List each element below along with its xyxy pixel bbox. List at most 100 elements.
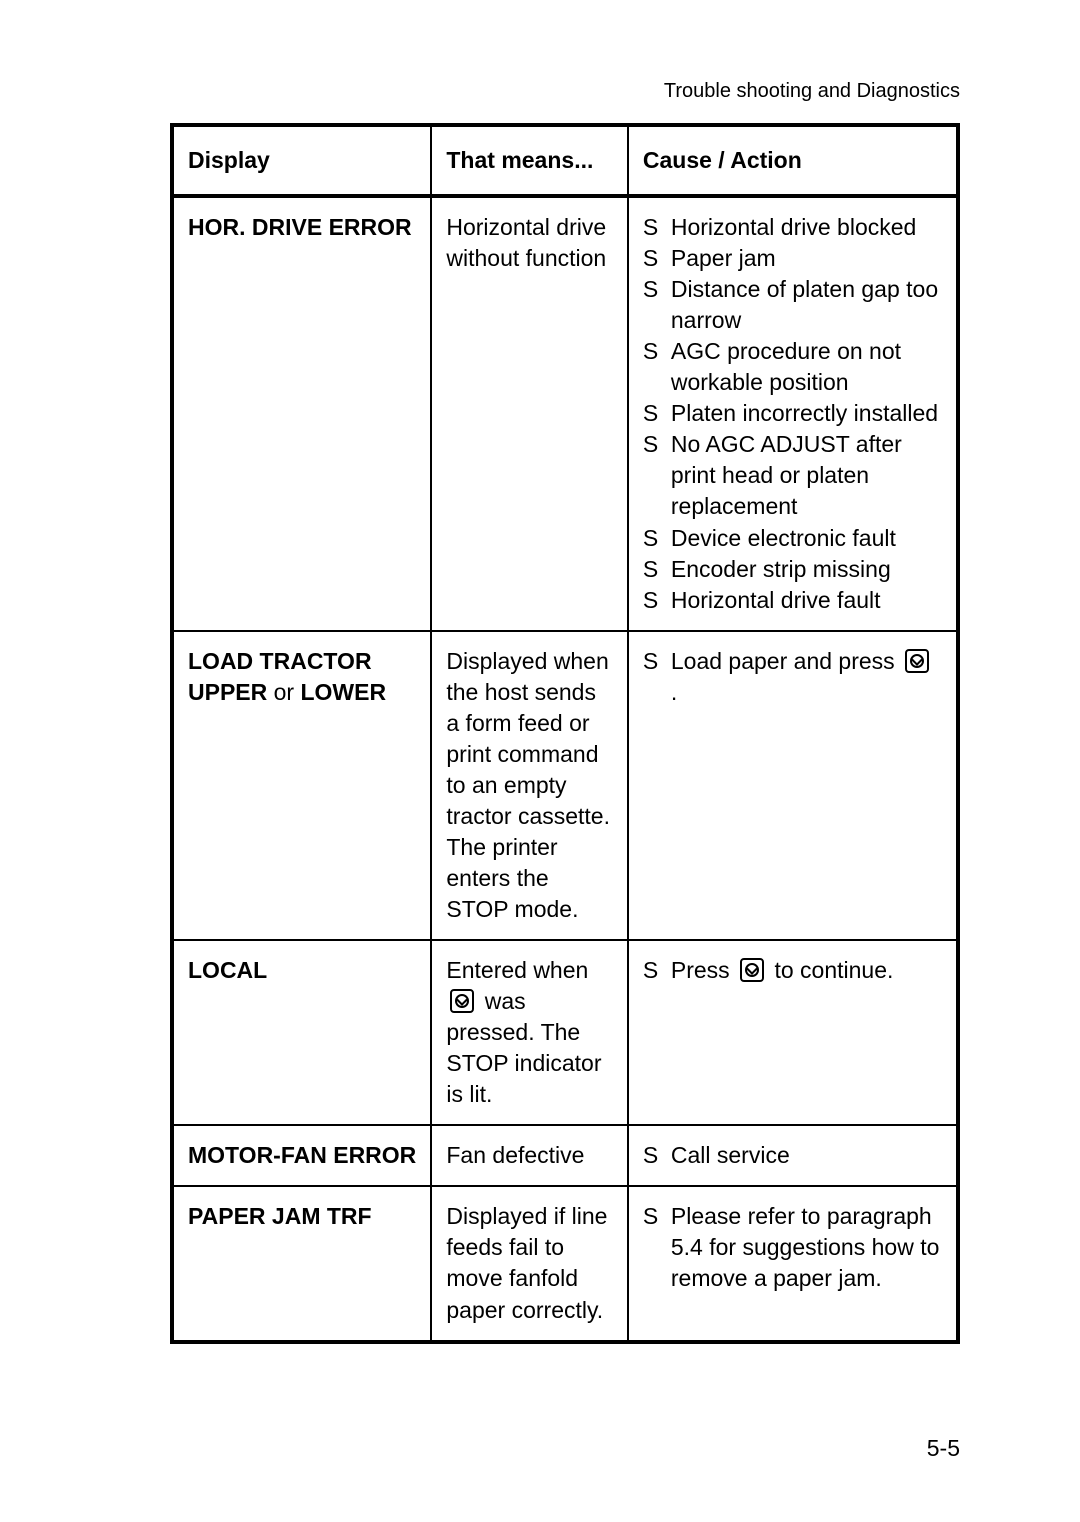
cell-display: MOTOR-FAN ERROR xyxy=(172,1125,431,1186)
text-run: Device electronic fault xyxy=(671,525,896,551)
action-item: SPlease refer to paragraph 5.4 for sugge… xyxy=(643,1201,944,1294)
troubleshooting-table: Display That means... Cause / Action HOR… xyxy=(170,123,960,1344)
action-item: SNo AGC ADJUST after print head or plate… xyxy=(643,429,944,522)
cell-means: Displayed if line feeds fail to move fan… xyxy=(431,1186,628,1341)
table-row: LOCALEntered when was pressed. The STOP … xyxy=(172,940,958,1125)
action-text: Call service xyxy=(671,1140,944,1171)
action-text: Distance of platen gap too narrow xyxy=(671,274,944,336)
page-number: 5-5 xyxy=(927,1435,960,1462)
action-text: Encoder strip missing xyxy=(671,554,944,585)
text-run: Platen incorrectly installed xyxy=(671,400,938,426)
action-list: SHorizontal drive blockedSPaper jamSDist… xyxy=(643,212,944,616)
action-item: SHorizontal drive fault xyxy=(643,585,944,616)
text-run: Distance of platen gap too narrow xyxy=(671,276,938,333)
action-text: Platen incorrectly installed xyxy=(671,398,944,429)
action-text: Paper jam xyxy=(671,243,944,274)
bullet: S xyxy=(643,955,671,986)
action-text: AGC procedure on not workable position xyxy=(671,336,944,398)
bullet: S xyxy=(643,554,671,585)
action-item: SHorizontal drive blocked xyxy=(643,212,944,243)
cell-action: SLoad paper and press . xyxy=(628,631,958,940)
display-segment: PAPER JAM TRF xyxy=(188,1203,372,1229)
action-item: SCall service xyxy=(643,1140,944,1171)
action-text: Please refer to paragraph 5.4 for sugges… xyxy=(671,1201,944,1294)
col-header-display: Display xyxy=(172,125,431,196)
display-segment: LOAD TRACTOR xyxy=(188,648,372,674)
page-header: Trouble shooting and Diagnostics xyxy=(170,80,960,103)
action-item: SEncoder strip missing xyxy=(643,554,944,585)
action-item: SDevice electronic fault xyxy=(643,523,944,554)
action-item: SLoad paper and press . xyxy=(643,646,944,708)
display-segment: UPPER xyxy=(188,679,267,705)
table-header-row: Display That means... Cause / Action xyxy=(172,125,958,196)
means-text: Entered when was pressed. The STOP indic… xyxy=(446,957,601,1107)
cell-display: PAPER JAM TRF xyxy=(172,1186,431,1341)
action-text: No AGC ADJUST after print head or platen… xyxy=(671,429,944,522)
text-run: Please refer to paragraph 5.4 for sugges… xyxy=(671,1203,940,1291)
action-item: SPlaten incorrectly installed xyxy=(643,398,944,429)
cell-action: SCall service xyxy=(628,1125,958,1186)
bullet: S xyxy=(643,398,671,429)
stop-button-icon xyxy=(450,989,474,1013)
action-text: Load paper and press . xyxy=(671,646,944,708)
bullet: S xyxy=(643,1201,671,1294)
text-run: Fan defective xyxy=(446,1142,584,1168)
action-list: SPlease refer to paragraph 5.4 for sugge… xyxy=(643,1201,944,1294)
action-list: SPress to continue. xyxy=(643,955,944,986)
bullet: S xyxy=(643,429,671,522)
bullet: S xyxy=(643,523,671,554)
table-row: LOAD TRACTORUPPER or LOWERDisplayed when… xyxy=(172,631,958,940)
bullet: S xyxy=(643,243,671,274)
action-text: Device electronic fault xyxy=(671,523,944,554)
action-text: Horizontal drive blocked xyxy=(671,212,944,243)
bullet: S xyxy=(643,336,671,398)
bullet: S xyxy=(643,646,671,708)
text-run: Encoder strip missing xyxy=(671,556,891,582)
table-row: PAPER JAM TRF Displayed if line feeds fai… xyxy=(172,1186,958,1341)
action-item: SPaper jam xyxy=(643,243,944,274)
action-item: SPress to continue. xyxy=(643,955,944,986)
cell-display: LOAD TRACTORUPPER or LOWER xyxy=(172,631,431,940)
table-row: HOR. DRIVE ERROR Horizontal drive without… xyxy=(172,196,958,631)
action-list: SCall service xyxy=(643,1140,944,1171)
table-row: MOTOR-FAN ERROR Fan defective SCall servic… xyxy=(172,1125,958,1186)
text-run: Horizontal drive blocked xyxy=(671,214,916,240)
text-run: Press xyxy=(671,957,736,983)
text-run: No AGC ADJUST after print head or platen… xyxy=(671,431,902,519)
text-run: . xyxy=(671,679,677,705)
cell-means: Horizontal drive without function xyxy=(431,196,628,631)
document-page: Trouble shooting and Diagnostics Display… xyxy=(0,0,1080,1522)
text-run: Paper jam xyxy=(671,245,776,271)
stop-button-icon xyxy=(905,649,929,673)
means-text: Horizontal drive without function xyxy=(446,214,606,271)
text-run: Call service xyxy=(671,1142,790,1168)
cell-means: Displayed when the host sends a form fee… xyxy=(431,631,628,940)
table-body: HOR. DRIVE ERROR Horizontal drive without… xyxy=(172,196,958,1342)
text-run: Displayed if line feeds fail to move fan… xyxy=(446,1203,607,1322)
bullet: S xyxy=(643,212,671,243)
text-run: Horizontal drive without function xyxy=(446,214,606,271)
cell-action: SHorizontal drive blockedSPaper jamSDist… xyxy=(628,196,958,631)
display-segment: MOTOR-FAN ERROR xyxy=(188,1142,416,1168)
text-run: Load paper and press xyxy=(671,648,901,674)
text-run: AGC procedure on not workable position xyxy=(671,338,901,395)
cell-means: Entered when was pressed. The STOP indic… xyxy=(431,940,628,1125)
text-run: Entered when xyxy=(446,957,588,983)
cell-action: SPlease refer to paragraph 5.4 for sugge… xyxy=(628,1186,958,1341)
action-text: Press to continue. xyxy=(671,955,944,986)
means-text: Displayed when the host sends a form fee… xyxy=(446,648,610,922)
action-list: SLoad paper and press . xyxy=(643,646,944,708)
text-run: Displayed when the host sends a form fee… xyxy=(446,648,610,922)
bullet: S xyxy=(643,585,671,616)
display-segment: or xyxy=(267,679,300,705)
cell-display: HOR. DRIVE ERROR xyxy=(172,196,431,631)
text-run: to continue. xyxy=(768,957,893,983)
col-header-action: Cause / Action xyxy=(628,125,958,196)
action-item: SAGC procedure on not workable position xyxy=(643,336,944,398)
bullet: S xyxy=(643,1140,671,1171)
cell-action: SPress to continue. xyxy=(628,940,958,1125)
action-item: SDistance of platen gap too narrow xyxy=(643,274,944,336)
text-run: Horizontal drive fault xyxy=(671,587,881,613)
display-segment: HOR. DRIVE ERROR xyxy=(188,214,412,240)
stop-button-icon xyxy=(740,958,764,982)
